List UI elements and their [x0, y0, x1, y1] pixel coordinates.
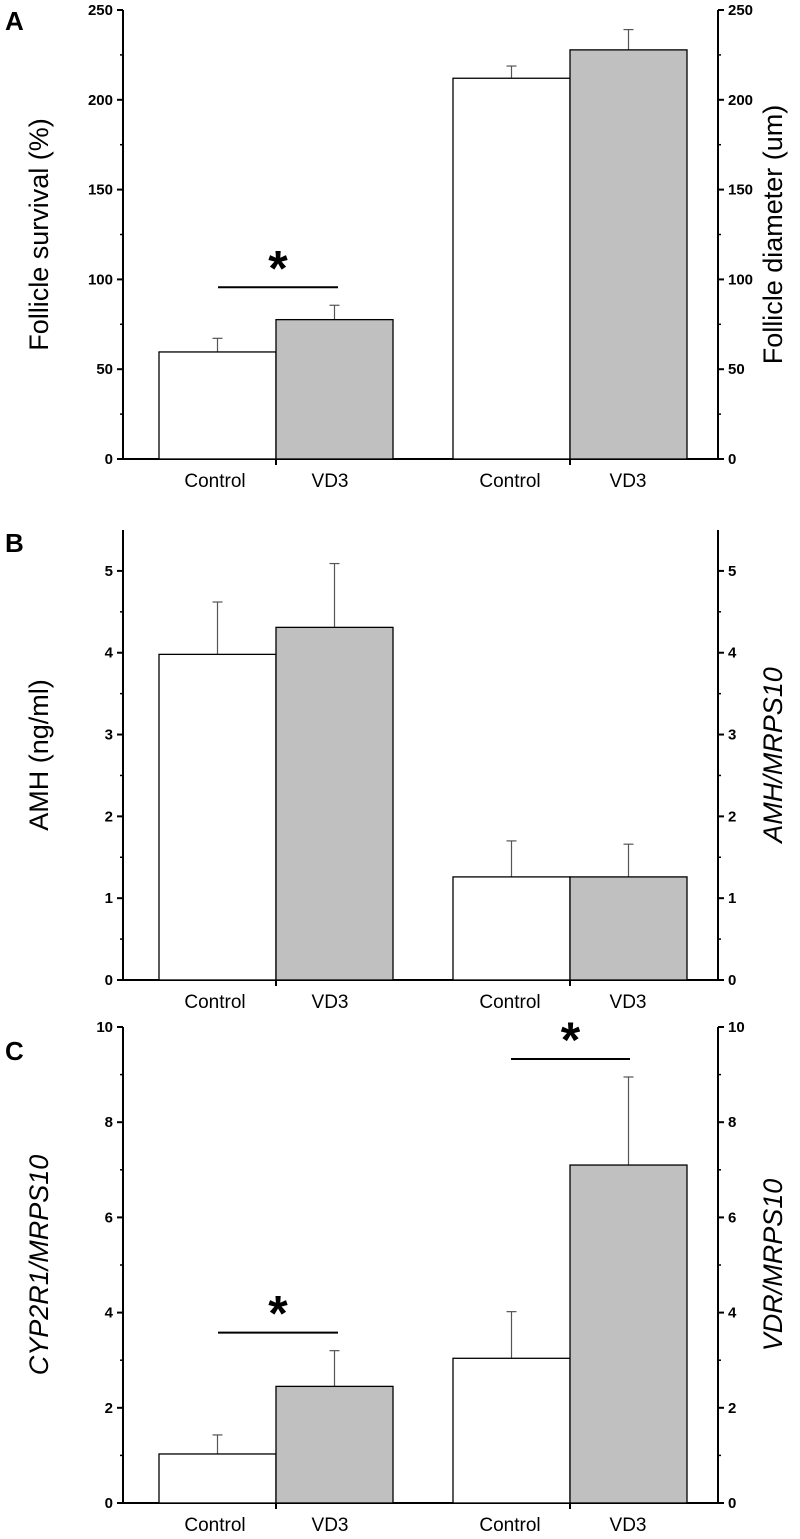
left-tick-label: 0	[105, 1495, 113, 1512]
right-tick-label: 0	[728, 451, 736, 468]
left-tick-label: 2	[105, 808, 113, 825]
bar-control	[158, 1453, 277, 1504]
category-label: Control	[479, 471, 540, 492]
significance-star: *	[561, 1012, 581, 1068]
panel-a: A 0 50 100 150 200 250 0 50 100 150 200 250 Follicle …	[5, 2, 788, 492]
left-tick-label: 250	[88, 2, 113, 19]
left-tick-label: 4	[105, 645, 114, 662]
panel-letter: B	[5, 528, 24, 558]
right-tick-label: 0	[728, 972, 736, 989]
right-tick-label: 4	[728, 1305, 737, 1322]
right-tick-label: 100	[728, 271, 753, 288]
bar-vd3	[569, 1164, 688, 1504]
bar-vd3	[275, 1385, 394, 1504]
left-tick-label: 6	[105, 1209, 113, 1226]
right-tick-label: 2	[728, 808, 736, 825]
left-tick-label: 100	[88, 271, 113, 288]
right-tick-label: 8	[728, 1114, 736, 1131]
category-label: VD3	[610, 1515, 647, 1536]
panel-b: B 0 1 2 3 4 5 0 1 2 3 4 5 AMH (ng/ml) AMH/MRPS10 Contro…	[5, 528, 788, 1013]
significance-star: *	[268, 240, 288, 296]
right-tick-label: 5	[728, 563, 736, 580]
right-axis-title: VDR/MRPS10	[758, 1179, 788, 1352]
bar-control	[452, 1357, 571, 1504]
bar-control	[158, 351, 277, 460]
category-label: Control	[479, 1515, 540, 1536]
category-label: VD3	[312, 1515, 349, 1536]
bar-control	[452, 876, 571, 981]
category-label: VD3	[610, 992, 647, 1013]
category-label: Control	[184, 1515, 245, 1536]
category-label: VD3	[610, 471, 647, 492]
right-tick-label: 4	[728, 645, 737, 662]
category-label: VD3	[312, 992, 349, 1013]
bar-vd3	[569, 49, 688, 460]
right-tick-label: 200	[728, 92, 753, 109]
panel-letter: A	[5, 6, 24, 36]
category-label: Control	[184, 992, 245, 1013]
left-tick-label: 0	[105, 451, 113, 468]
bar-control	[158, 653, 277, 981]
left-tick-label: 200	[88, 92, 113, 109]
left-tick-label: 150	[88, 182, 113, 199]
right-tick-label: 1	[728, 890, 736, 907]
category-label: Control	[184, 471, 245, 492]
bar-vd3	[275, 318, 394, 460]
right-tick-label: 3	[728, 727, 736, 744]
bar-vd3	[569, 876, 688, 981]
left-tick-label: 4	[105, 1305, 114, 1322]
left-tick-label: 0	[105, 972, 113, 989]
bar-control	[452, 77, 571, 460]
left-axis-title: Follicle survival (%)	[24, 118, 54, 351]
right-tick-label: 6	[728, 1209, 736, 1226]
left-tick-label: 3	[105, 727, 113, 744]
left-tick-label: 2	[105, 1400, 113, 1417]
right-axis-title: AMH/MRPS10	[758, 667, 788, 845]
left-tick-label: 8	[105, 1114, 113, 1131]
panel-c: C 0 2 4 6 8 10 0 2 4 6 8 10 CYP2R1/MRPS10 VDR/MRPS10 Co…	[5, 1012, 788, 1536]
right-tick-label: 0	[728, 1495, 736, 1512]
right-tick-label: 250	[728, 2, 753, 19]
left-tick-label: 5	[105, 563, 113, 580]
category-label: VD3	[312, 471, 349, 492]
right-tick-label: 10	[728, 1019, 745, 1036]
left-axis-title: CYP2R1/MRPS10	[24, 1155, 54, 1376]
significance-star: *	[268, 1286, 288, 1342]
bar-vd3	[275, 626, 394, 981]
right-tick-label: 2	[728, 1400, 736, 1417]
category-label: Control	[479, 992, 540, 1013]
left-tick-label: 10	[96, 1019, 113, 1036]
left-tick-label: 50	[96, 361, 113, 378]
panel-letter: C	[5, 1036, 24, 1066]
left-axis-title: AMH (ng/ml)	[24, 679, 54, 831]
right-tick-label: 50	[728, 361, 745, 378]
right-tick-label: 150	[728, 182, 753, 199]
right-axis-title: Follicle diameter (um)	[758, 105, 788, 365]
left-tick-label: 1	[105, 890, 113, 907]
